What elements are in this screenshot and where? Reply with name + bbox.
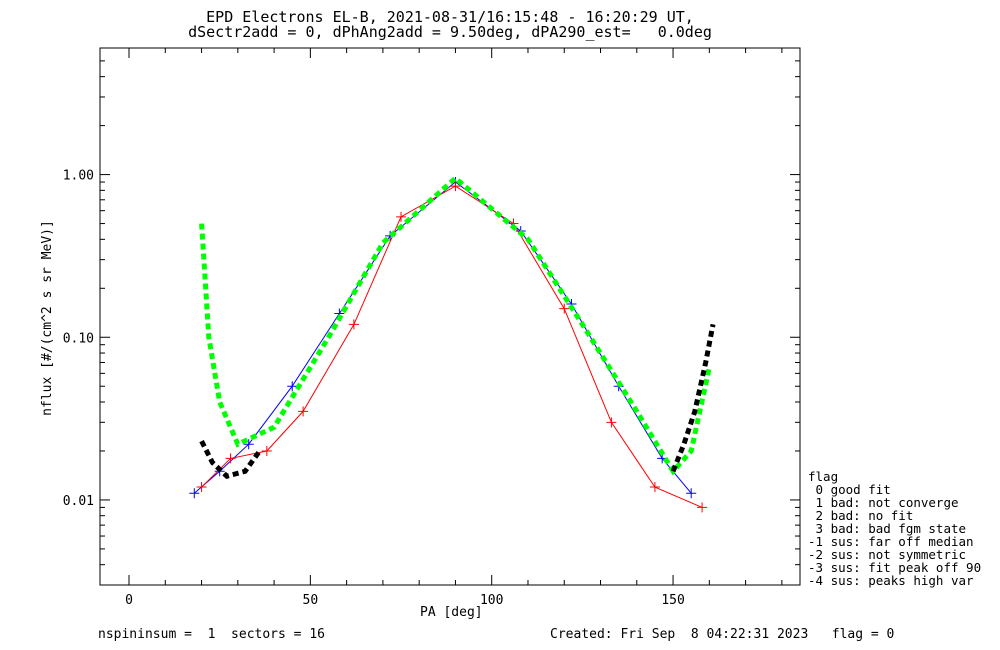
x-tick-label: 100 [480, 593, 503, 608]
data-point-marker [697, 502, 708, 513]
legend-title: flag [808, 469, 839, 484]
data-layer [189, 174, 716, 513]
data-point-marker [450, 181, 461, 192]
y-tick-label: 0.10 [63, 331, 94, 346]
series-line [199, 174, 712, 476]
axis-layer: 0 50 100 150 0.01 0.10 1.00 [63, 47, 800, 608]
data-point-marker [196, 482, 207, 493]
series-line [670, 323, 716, 473]
data-point-marker [396, 211, 407, 222]
legend-item: 2 bad: no fit [808, 508, 914, 523]
data-point-marker [686, 488, 697, 499]
data-point-marker [189, 488, 200, 499]
y-tick-label: 1.00 [63, 169, 94, 184]
chart-title-line-2: dSectr2add = 0, dPhAng2add = 9.50deg, dP… [188, 23, 712, 41]
x-tick-label: 0 [125, 593, 133, 608]
x-axis-label: PA [deg] [420, 605, 483, 620]
data-point-marker [287, 381, 298, 392]
y-tick-label: 0.01 [63, 494, 94, 509]
data-point-marker [243, 439, 254, 450]
x-tick-label: 50 [303, 593, 319, 608]
series-line [193, 181, 692, 494]
x-tick-label: 150 [661, 593, 684, 608]
data-point-marker [559, 303, 570, 314]
legend-item: -1 sus: far off median [808, 534, 974, 549]
data-point-marker [298, 406, 309, 417]
legend-item: -3 sus: fit peak off 90 [808, 560, 982, 575]
legend-item: -2 sus: not symmetric [808, 547, 967, 562]
data-point-marker [261, 445, 272, 456]
series-line [201, 185, 703, 508]
plot-frame [99, 47, 801, 586]
legend-item: 3 bad: bad fgm state [808, 521, 967, 536]
footer-spin-info: nspininsum = 1 sectors = 16 [98, 627, 325, 642]
footer-created-info: Created: Fri Sep 8 04:22:31 2023 flag = … [550, 627, 895, 642]
chart-title-line-1: EPD Electrons EL-B, 2021-08-31/16:15:48 … [206, 8, 694, 26]
legend-item: 1 bad: not converge [808, 495, 959, 510]
legend-item: 0 good fit [808, 482, 891, 497]
legend-item: -4 sus: peaks high var [808, 573, 974, 588]
data-point-marker [649, 482, 660, 493]
series-line [199, 439, 262, 479]
flag-legend: flag 0 good fit 1 bad: not converge 2 ba… [808, 470, 981, 587]
data-point-marker [348, 319, 359, 330]
data-point-marker [225, 453, 236, 464]
data-point-marker [606, 417, 617, 428]
y-axis-label: nflux [#/(cm^2 s sr MeV)] [40, 220, 55, 416]
